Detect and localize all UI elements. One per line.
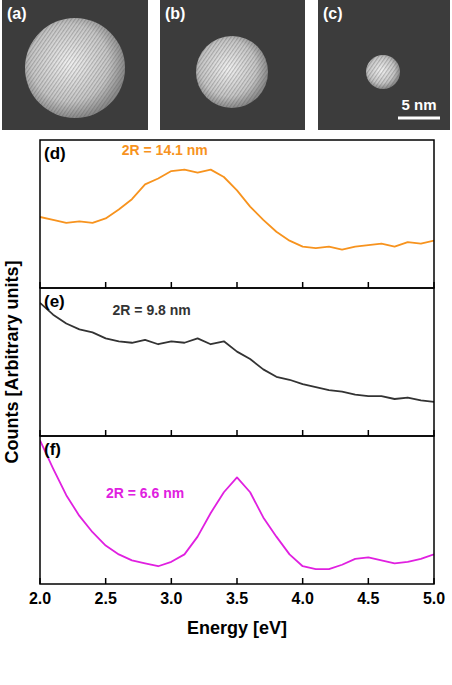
plot-area	[40, 303, 434, 402]
size-annotation: 2R = 9.8 nm	[113, 302, 191, 318]
x-tick-label: 2.5	[95, 590, 117, 607]
spectrum-panel: (d) 2R = 14.1 nm	[40, 140, 434, 288]
lattice-fringes	[366, 55, 400, 89]
x-tick-label: 4.0	[292, 590, 314, 607]
lattice-fringes	[196, 36, 268, 108]
nanoparticle	[366, 55, 400, 89]
panel-label: (d)	[44, 144, 66, 163]
y-axis-title: Counts [Arbitrary units]	[2, 260, 22, 463]
x-tick	[236, 578, 238, 584]
x-tick	[302, 430, 304, 436]
panel-label: (a)	[7, 5, 27, 22]
spectrum-line	[40, 440, 434, 569]
x-tick	[368, 282, 370, 288]
panel-label: (f)	[44, 440, 61, 459]
micrograph: (b)	[160, 0, 305, 130]
micrograph: (c) 5 nm	[318, 0, 450, 130]
size-annotation: 2R = 6.6 nm	[106, 485, 184, 501]
x-tick	[368, 430, 370, 436]
spectrum-panel: 2.0 2.5 3.0 3.5 4.0 4.5 5.0 (f) 2R = 6.6 nm Energ…	[29, 436, 445, 638]
plot-frame	[40, 140, 434, 288]
x-tick	[368, 578, 370, 584]
spectrum-panel: (e) 2R = 9.8 nm Counts [Arbitrary units]	[2, 260, 434, 463]
x-tick	[105, 282, 107, 288]
size-annotation: 2R = 14.1 nm	[122, 142, 208, 158]
plot-area	[40, 170, 434, 250]
x-tick	[171, 578, 173, 584]
panel-label: (e)	[44, 292, 65, 311]
spectrum-line	[40, 303, 434, 402]
plot-frame	[40, 288, 434, 436]
x-tick	[236, 282, 238, 288]
micrograph: (a)	[2, 0, 148, 130]
x-tick-label: 4.5	[357, 590, 379, 607]
scale-bar	[398, 117, 440, 120]
x-tick	[105, 430, 107, 436]
figure: (a) (b) (c) 5 nm (d) 2R = 14.1 nm (e) 2R = 9.8 …	[0, 0, 452, 685]
x-tick	[302, 282, 304, 288]
x-tick	[105, 578, 107, 584]
x-tick-label: 2.0	[29, 590, 51, 607]
x-tick	[171, 282, 173, 288]
plot-area	[40, 440, 434, 569]
x-tick	[171, 430, 173, 436]
nanoparticle	[25, 18, 125, 118]
x-tick	[302, 578, 304, 584]
x-tick-label: 5.0	[423, 590, 445, 607]
panel-label: (b)	[165, 5, 185, 22]
scale-bar-label: 5 nm	[401, 96, 436, 113]
nanoparticle	[196, 36, 268, 108]
image-background	[318, 0, 450, 130]
image-background	[2, 0, 148, 130]
spectrum-line	[40, 170, 434, 250]
x-tick-label: 3.5	[226, 590, 248, 607]
x-tick-label: 3.0	[160, 590, 182, 607]
x-tick	[236, 430, 238, 436]
panel-label: (c)	[323, 5, 343, 22]
lattice-fringes	[25, 18, 125, 118]
image-background	[160, 0, 305, 130]
plot-frame	[40, 436, 434, 584]
x-axis-title: Energy [eV]	[187, 618, 287, 638]
